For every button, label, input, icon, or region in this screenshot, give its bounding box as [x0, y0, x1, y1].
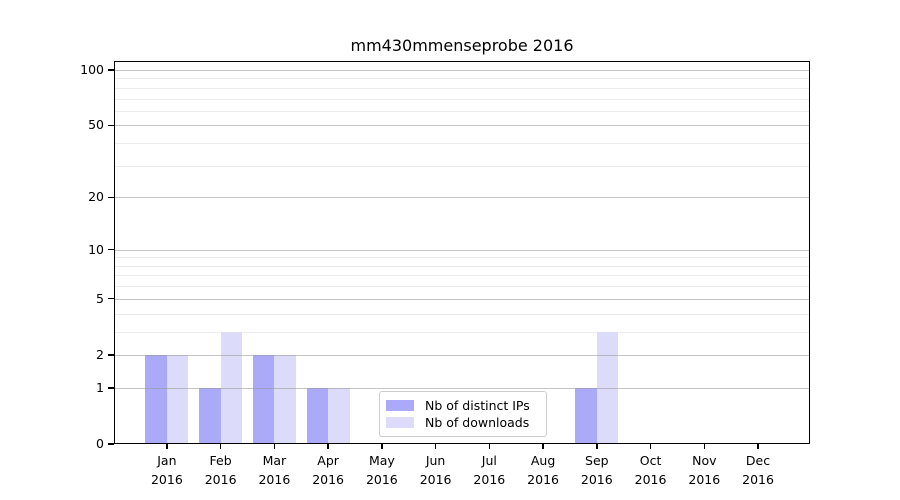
x-tick-mark: [327, 444, 329, 449]
gridline-minor: [114, 165, 810, 167]
bar: [199, 387, 221, 444]
gridline-major: [114, 70, 810, 71]
y-tick-mark: [108, 298, 114, 300]
bar: [220, 331, 243, 444]
gridline-major: [114, 354, 810, 356]
x-tick-label: Oct 2016: [634, 453, 667, 487]
gridline-major: [114, 125, 810, 127]
y-tick-label: 5: [96, 290, 104, 306]
y-tick-label: 20: [88, 189, 104, 205]
gridline-major: [114, 387, 810, 389]
x-tick-label: Mar 2016: [258, 453, 291, 487]
bar: [328, 387, 350, 444]
bar: [306, 387, 329, 444]
y-tick-mark: [108, 124, 114, 127]
legend-swatch: [386, 417, 414, 428]
bar: [252, 354, 275, 444]
legend-swatch: [386, 400, 414, 411]
x-tick-mark: [488, 444, 491, 449]
x-tick-mark: [166, 444, 168, 449]
gridline-minor: [114, 87, 810, 89]
x-tick-label: Aug 2016: [527, 453, 559, 487]
x-tick-label: Nov 2016: [688, 453, 721, 487]
x-tick-mark: [434, 444, 437, 449]
legend-label: Nb of distinct IPs: [425, 398, 530, 413]
y-tick-mark: [108, 248, 114, 251]
y-tick-mark: [108, 196, 114, 198]
gridline-minor: [114, 143, 810, 145]
y-tick-label: 1: [96, 379, 104, 395]
plot-area: [114, 61, 810, 444]
bar: [575, 387, 597, 444]
y-tick-label: 0: [96, 436, 104, 451]
x-tick-mark: [219, 444, 222, 449]
x-tick-label: Jun 2016: [419, 453, 452, 487]
chart-title: mm430mmenseprobe 2016: [350, 36, 574, 55]
bar: [145, 354, 167, 444]
y-tick-mark: [108, 387, 114, 389]
x-tick-label: Apr 2016: [312, 453, 345, 487]
x-tick-mark: [757, 444, 759, 449]
x-tick-mark: [542, 444, 544, 449]
bar: [166, 354, 189, 444]
gridline-minor: [114, 98, 810, 100]
bar: [596, 331, 619, 444]
x-tick-mark: [381, 444, 383, 449]
gridline-minor: [114, 313, 810, 315]
y-tick-label: 100: [80, 62, 104, 77]
y-tick-label: 10: [88, 241, 104, 257]
bar: [274, 354, 296, 444]
legend-entry: Nb of downloads: [386, 414, 540, 431]
y-tick-label: 50: [88, 117, 104, 133]
y-tick-mark: [108, 69, 114, 71]
gridline-major: [114, 298, 810, 300]
legend-entry: Nb of distinct IPs: [386, 397, 540, 414]
x-tick-label: Jan 2016: [150, 453, 183, 487]
legend-label: Nb of downloads: [425, 415, 530, 430]
x-tick-label: May 2016: [365, 453, 398, 487]
gridline-minor: [114, 78, 810, 80]
y-tick-mark: [108, 443, 114, 445]
gridline-minor: [114, 257, 810, 259]
gridline-minor: [114, 110, 810, 112]
x-tick-label: Dec 2016: [742, 453, 774, 487]
gridline-minor: [114, 275, 810, 277]
x-tick-mark: [273, 444, 276, 449]
gridline-minor: [114, 286, 810, 288]
y-tick-label: 2: [96, 346, 104, 362]
x-tick-label: Jul 2016: [473, 453, 506, 487]
legend: Nb of distinct IPs Nb of downloads: [379, 391, 547, 437]
x-tick-mark: [596, 444, 598, 449]
x-tick-mark: [649, 444, 652, 449]
x-tick-mark: [703, 444, 705, 449]
gridline-major: [114, 197, 810, 199]
gridline-minor: [114, 265, 810, 267]
y-tick-mark: [108, 354, 114, 356]
x-tick-label: Sep 2016: [580, 453, 613, 487]
gridline-minor: [114, 331, 810, 333]
x-tick-label: Feb 2016: [204, 453, 237, 487]
gridline-major: [114, 249, 810, 251]
